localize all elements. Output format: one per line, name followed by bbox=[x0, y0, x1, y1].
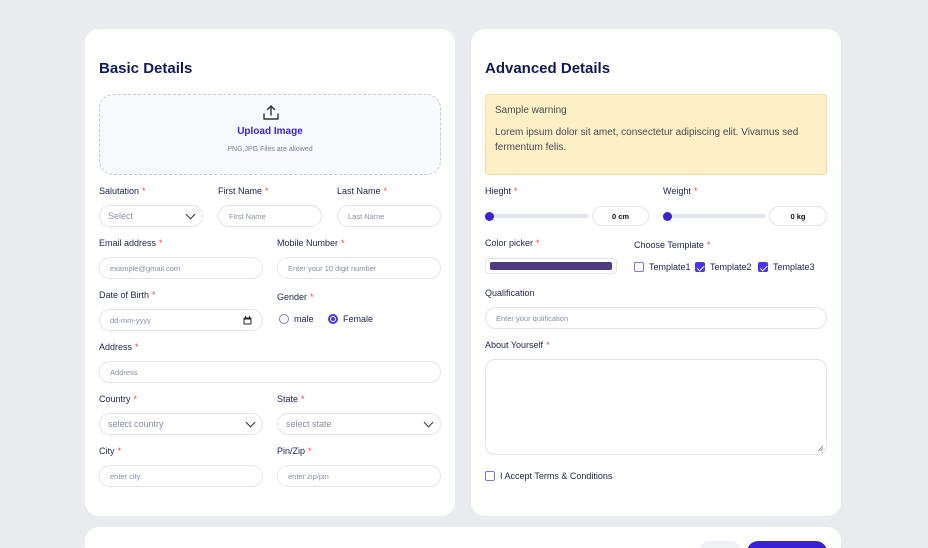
city-field[interactable]: enter city bbox=[99, 465, 263, 487]
address-field[interactable]: Address bbox=[99, 361, 441, 383]
last-name-placeholder: Last Name bbox=[348, 211, 385, 221]
state-value: select state bbox=[286, 419, 332, 429]
qualification-label: Qualification bbox=[485, 288, 535, 298]
radio-female[interactable] bbox=[328, 314, 338, 324]
terms-box[interactable] bbox=[485, 471, 495, 481]
height-label: Hieght * bbox=[485, 186, 518, 196]
chevron-down-icon bbox=[245, 417, 256, 427]
first-name-placeholder: First Name bbox=[229, 211, 266, 221]
secondary-action-button[interactable] bbox=[699, 541, 741, 548]
city-label: City * bbox=[99, 446, 122, 456]
dob-label: Date of Birth * bbox=[99, 290, 156, 300]
gender-label: Gender * bbox=[277, 292, 314, 302]
upload-image-title: Upload Image bbox=[237, 126, 303, 137]
mobile-field[interactable]: Enter your 10 digit number bbox=[277, 257, 441, 279]
template2-box[interactable] bbox=[695, 262, 705, 272]
salutation-select[interactable]: Select bbox=[99, 205, 203, 227]
upload-file-note: PNG,JPG Files are allowed bbox=[227, 146, 313, 153]
height-value: 0 cm bbox=[592, 206, 649, 226]
address-placeholder: Address bbox=[110, 367, 138, 377]
template3-label: Template3 bbox=[773, 262, 815, 272]
template1-checkbox[interactable]: Template1 bbox=[634, 262, 691, 272]
warning-body: Lorem ipsum dolor sit amet, consectetur … bbox=[495, 127, 799, 153]
about-textarea[interactable] bbox=[485, 359, 827, 455]
footer-actions-card bbox=[85, 527, 841, 548]
color-picker-input[interactable] bbox=[485, 258, 617, 274]
weight-slider-thumb[interactable] bbox=[663, 211, 672, 221]
basic-details-title: Basic Details bbox=[99, 60, 193, 77]
gender-male-label: male bbox=[294, 314, 314, 324]
salutation-label: Salutation * bbox=[99, 186, 146, 196]
gender-radio-female[interactable]: Female bbox=[328, 314, 373, 324]
primary-action-button[interactable] bbox=[747, 541, 827, 548]
salutation-value: Select bbox=[108, 211, 134, 221]
template3-box[interactable] bbox=[758, 262, 768, 272]
mobile-label: Mobile Number * bbox=[277, 238, 345, 248]
chevron-down-icon bbox=[185, 209, 196, 219]
email-placeholder: example@gmail.com bbox=[110, 263, 181, 273]
email-label: Email address * bbox=[99, 238, 163, 248]
upload-icon bbox=[263, 105, 279, 120]
height-slider-track[interactable] bbox=[485, 214, 588, 218]
calendar-icon[interactable] bbox=[243, 315, 252, 325]
resize-grip-icon[interactable] bbox=[817, 445, 823, 451]
state-label: State * bbox=[277, 394, 305, 404]
weight-value: 0 kg bbox=[769, 206, 827, 226]
upload-image-dropzone[interactable]: Upload Image PNG,JPG Files are allowed bbox=[99, 94, 441, 175]
terms-checkbox[interactable]: I Accept Terms & Conditions bbox=[485, 471, 612, 481]
advanced-details-card: Advanced Details Sample warning Lorem ip… bbox=[471, 29, 841, 516]
country-label: Country * bbox=[99, 394, 138, 404]
last-name-label: Last Name * bbox=[337, 186, 388, 196]
pin-placeholder: enter zip/pin bbox=[288, 471, 329, 481]
pin-field[interactable]: enter zip/pin bbox=[277, 465, 441, 487]
advanced-details-title: Advanced Details bbox=[485, 60, 611, 77]
terms-label: I Accept Terms & Conditions bbox=[500, 471, 613, 481]
weight-label: Weight * bbox=[663, 186, 698, 196]
template2-checkbox[interactable]: Template2 bbox=[695, 262, 752, 272]
country-value: select country bbox=[108, 419, 164, 429]
basic-details-card: Basic Details Upload Image PNG,JPG Files… bbox=[85, 29, 455, 516]
state-select[interactable]: select state bbox=[277, 413, 441, 435]
color-swatch bbox=[490, 262, 612, 270]
warning-title: Sample warning bbox=[495, 105, 567, 116]
template1-label: Template1 bbox=[649, 262, 691, 272]
country-select[interactable]: select country bbox=[99, 413, 263, 435]
qualification-placeholder: Enter your qulification bbox=[496, 313, 569, 323]
template-label: Choose Template * bbox=[634, 240, 711, 250]
first-name-input[interactable]: First Name bbox=[218, 205, 322, 227]
about-label: About Yourself * bbox=[485, 340, 550, 350]
template1-box[interactable] bbox=[634, 262, 644, 272]
warning-alert: Sample warning Lorem ipsum dolor sit ame… bbox=[485, 94, 827, 175]
gender-radio-male[interactable]: male bbox=[279, 314, 314, 324]
pin-label: Pin/Zip * bbox=[277, 446, 312, 456]
color-picker-label: Color picker * bbox=[485, 238, 540, 248]
weight-slider-track[interactable] bbox=[663, 214, 766, 218]
height-slider-thumb[interactable] bbox=[485, 211, 494, 221]
first-name-label: First Name * bbox=[218, 186, 269, 196]
qualification-field[interactable]: Enter your qulification bbox=[485, 307, 827, 329]
mobile-placeholder: Enter your 10 digit number bbox=[288, 263, 377, 273]
template2-label: Template2 bbox=[710, 262, 752, 272]
address-label: Address * bbox=[99, 342, 139, 352]
city-placeholder: enter city bbox=[110, 471, 141, 481]
last-name-input[interactable]: Last Name bbox=[337, 205, 441, 227]
dob-placeholder: dd-mm-yyyy bbox=[110, 315, 151, 325]
email-field[interactable]: example@gmail.com bbox=[99, 257, 263, 279]
dob-field[interactable]: dd-mm-yyyy bbox=[99, 309, 263, 331]
gender-female-label: Female bbox=[343, 314, 374, 324]
chevron-down-icon bbox=[423, 417, 434, 427]
radio-male[interactable] bbox=[279, 314, 289, 324]
template3-checkbox[interactable]: Template3 bbox=[758, 262, 815, 272]
